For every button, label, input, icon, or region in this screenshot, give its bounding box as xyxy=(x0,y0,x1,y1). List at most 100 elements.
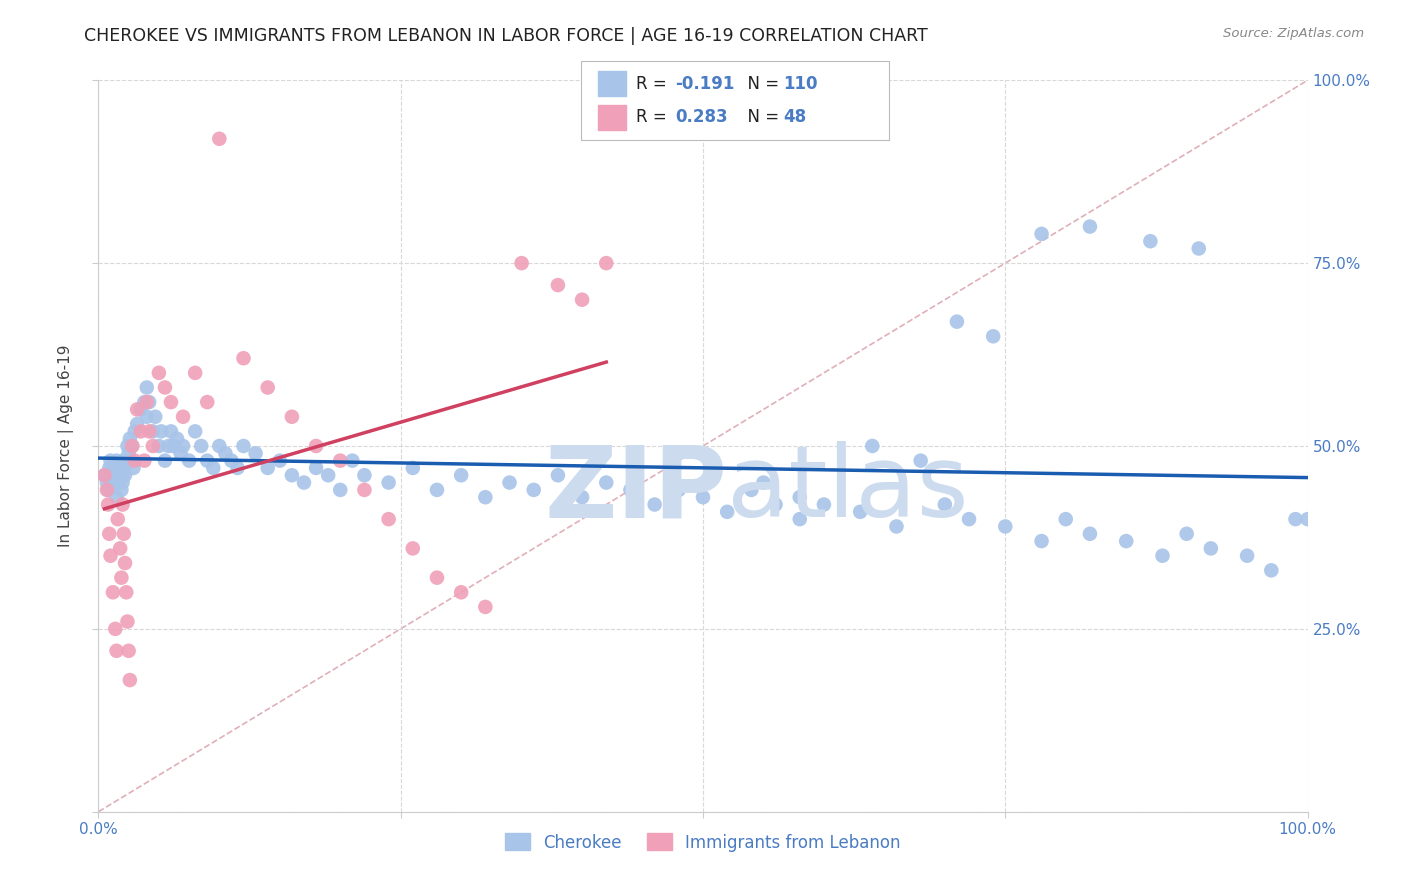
Point xyxy=(752,475,775,490)
Point xyxy=(256,380,278,394)
Text: Source: ZipAtlas.com: Source: ZipAtlas.com xyxy=(1223,27,1364,40)
Point xyxy=(195,453,218,467)
Point xyxy=(111,453,134,467)
Point xyxy=(221,453,243,467)
Text: N =: N = xyxy=(737,108,785,126)
Point xyxy=(184,366,207,380)
Point xyxy=(740,483,762,497)
Point xyxy=(195,395,218,409)
Point xyxy=(105,644,128,658)
Point xyxy=(214,446,236,460)
Point xyxy=(547,278,569,293)
Point xyxy=(281,409,304,424)
Point xyxy=(402,461,425,475)
Point xyxy=(377,475,399,490)
Point xyxy=(100,453,122,467)
Point xyxy=(426,483,449,497)
Point xyxy=(114,468,136,483)
Point xyxy=(142,439,165,453)
Point xyxy=(716,505,738,519)
Point xyxy=(127,417,149,431)
Point xyxy=(129,425,152,439)
Point xyxy=(114,556,136,570)
Point xyxy=(547,468,569,483)
Point xyxy=(523,483,546,497)
Point xyxy=(160,395,183,409)
Point xyxy=(1031,534,1053,549)
Point xyxy=(305,439,328,453)
Point xyxy=(135,409,157,424)
Point xyxy=(150,425,173,439)
Point xyxy=(426,571,449,585)
Point xyxy=(813,498,835,512)
Text: atlas: atlas xyxy=(727,442,969,539)
Legend: Cherokee, Immigrants from Lebanon: Cherokee, Immigrants from Lebanon xyxy=(499,827,907,858)
Point xyxy=(571,293,593,307)
Point xyxy=(849,505,872,519)
Point xyxy=(957,512,980,526)
Point xyxy=(96,475,118,490)
Point xyxy=(138,425,160,439)
Point xyxy=(93,468,115,483)
Point xyxy=(981,329,1004,343)
Point xyxy=(101,585,124,599)
Point xyxy=(1175,526,1198,541)
Point xyxy=(668,483,690,497)
Point xyxy=(619,483,641,497)
Point xyxy=(172,439,194,453)
Point xyxy=(108,541,131,556)
Point xyxy=(157,439,180,453)
Point xyxy=(120,453,142,467)
Text: ZIP: ZIP xyxy=(544,442,727,539)
Y-axis label: In Labor Force | Age 16-19: In Labor Force | Age 16-19 xyxy=(58,344,75,548)
Point xyxy=(208,132,231,146)
Point xyxy=(118,673,141,687)
Point xyxy=(208,439,231,453)
Point xyxy=(118,446,141,460)
Point xyxy=(232,351,254,366)
Point xyxy=(1054,512,1077,526)
Point xyxy=(190,439,212,453)
Point xyxy=(329,453,352,467)
Point xyxy=(117,615,139,629)
Point xyxy=(595,256,617,270)
Point xyxy=(353,468,375,483)
Point xyxy=(160,425,183,439)
Point xyxy=(104,622,127,636)
Point xyxy=(100,468,122,483)
Point xyxy=(269,453,291,467)
Text: 48: 48 xyxy=(783,108,806,126)
Point xyxy=(886,519,908,533)
Point xyxy=(148,366,170,380)
Point xyxy=(115,453,138,467)
Point xyxy=(111,498,134,512)
Point xyxy=(101,475,124,490)
Point xyxy=(98,461,121,475)
Point xyxy=(121,439,143,453)
Point xyxy=(118,644,141,658)
Point xyxy=(134,453,156,467)
Text: R =: R = xyxy=(636,108,672,126)
Point xyxy=(169,446,191,460)
Point xyxy=(402,541,425,556)
Point xyxy=(316,468,339,483)
Point xyxy=(112,526,135,541)
Point xyxy=(281,468,304,483)
Point xyxy=(202,461,225,475)
Point xyxy=(97,498,120,512)
Point xyxy=(946,315,969,329)
Point xyxy=(692,490,714,504)
Point xyxy=(1284,512,1306,526)
Point xyxy=(450,585,472,599)
Point xyxy=(474,599,496,614)
Point xyxy=(117,439,139,453)
Point xyxy=(450,468,472,483)
Point xyxy=(329,483,352,497)
Point xyxy=(96,483,118,497)
Point xyxy=(110,483,132,497)
Point xyxy=(121,439,143,453)
Point xyxy=(122,461,145,475)
Point xyxy=(292,475,315,490)
Point xyxy=(162,439,184,453)
Point xyxy=(179,453,201,467)
